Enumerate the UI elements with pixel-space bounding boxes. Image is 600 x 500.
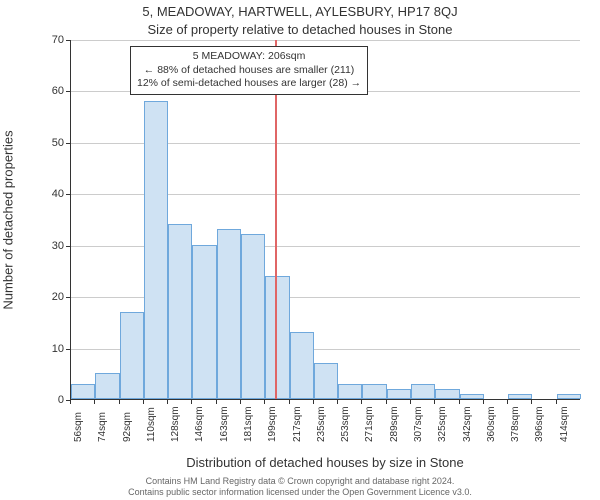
chart-container: 5, MEADOWAY, HARTWELL, AYLESBURY, HP17 8… [0,0,600,500]
y-tick-label: 70 [34,34,64,46]
histogram-bar [460,394,484,399]
x-tick-label: 56sqm [73,412,84,442]
x-tick-label: 307sqm [413,406,424,442]
x-tick-mark [70,400,71,404]
footer-line-1: Contains HM Land Registry data © Crown c… [0,476,600,487]
histogram-bar [144,101,168,399]
y-axis-label: Number of detached properties [1,130,16,309]
x-tick-label: 217sqm [292,406,303,442]
x-tick-mark [191,400,192,404]
histogram-bar [290,332,314,399]
annotation-line: 12% of semi-detached houses are larger (… [137,77,361,91]
y-tick-label: 60 [34,85,64,97]
y-tick-label: 40 [34,188,64,200]
histogram-bar [71,384,95,399]
histogram-bar [314,363,338,399]
x-tick-label: 199sqm [267,406,278,442]
annotation-line: 5 MEADOWAY: 206sqm [137,50,361,64]
histogram-bar [411,384,435,399]
x-tick-mark [507,400,508,404]
histogram-bar [241,234,265,399]
x-tick-mark [531,400,532,404]
x-tick-mark [119,400,120,404]
y-tick-label: 50 [34,137,64,149]
y-tick-mark [66,246,70,247]
x-tick-label: 110sqm [146,407,157,442]
x-axis-label: Distribution of detached houses by size … [70,455,580,470]
x-tick-mark [434,400,435,404]
x-tick-mark [94,400,95,404]
chart-title: 5, MEADOWAY, HARTWELL, AYLESBURY, HP17 8… [0,4,600,19]
histogram-bar [95,373,119,399]
x-tick-label: 396sqm [534,406,545,442]
x-tick-mark [410,400,411,404]
x-tick-mark [361,400,362,404]
histogram-bar [168,224,192,399]
x-tick-mark [167,400,168,404]
y-tick-mark [66,40,70,41]
x-tick-mark [459,400,460,404]
x-tick-mark [240,400,241,404]
x-tick-mark [143,400,144,404]
x-tick-label: 360sqm [486,406,497,442]
x-tick-mark [264,400,265,404]
y-tick-label: 30 [34,240,64,252]
y-tick-mark [66,143,70,144]
x-tick-label: 289sqm [389,406,400,442]
x-tick-label: 92sqm [122,412,133,442]
footer-line-2: Contains public sector information licen… [0,487,600,498]
x-tick-label: 128sqm [170,406,181,442]
x-tick-label: 271sqm [364,406,375,442]
x-tick-mark [216,400,217,404]
histogram-bar [508,394,532,399]
histogram-bar [557,394,581,399]
x-tick-mark [337,400,338,404]
x-tick-label: 146sqm [194,406,205,442]
x-tick-mark [289,400,290,404]
histogram-bar [265,276,289,399]
x-tick-label: 74sqm [97,412,108,442]
annotation-box: 5 MEADOWAY: 206sqm← 88% of detached hous… [130,46,368,95]
x-tick-label: 235sqm [316,406,327,442]
x-tick-label: 163sqm [219,406,230,442]
y-tick-label: 20 [34,291,64,303]
y-tick-label: 10 [34,343,64,355]
y-tick-mark [66,349,70,350]
histogram-bar [120,312,144,399]
histogram-bar [338,384,362,399]
x-tick-label: 181sqm [243,406,254,442]
x-tick-mark [313,400,314,404]
histogram-bar [387,389,411,399]
chart-subtitle: Size of property relative to detached ho… [0,22,600,37]
annotation-line: ← 88% of detached houses are smaller (21… [137,64,361,78]
y-tick-mark [66,297,70,298]
y-tick-mark [66,194,70,195]
y-tick-label: 0 [34,394,64,406]
footer-attribution: Contains HM Land Registry data © Crown c… [0,476,600,498]
x-tick-mark [386,400,387,404]
histogram-bar [192,245,216,399]
gridline [71,40,580,41]
x-tick-label: 325sqm [437,406,448,442]
x-tick-label: 253sqm [340,406,351,442]
x-tick-label: 378sqm [510,406,521,442]
x-tick-label: 414sqm [559,406,570,442]
x-tick-mark [483,400,484,404]
x-tick-label: 342sqm [462,406,473,442]
histogram-bar [217,229,241,399]
x-tick-mark [556,400,557,404]
y-tick-mark [66,91,70,92]
histogram-bar [435,389,459,399]
histogram-bar [362,384,386,399]
